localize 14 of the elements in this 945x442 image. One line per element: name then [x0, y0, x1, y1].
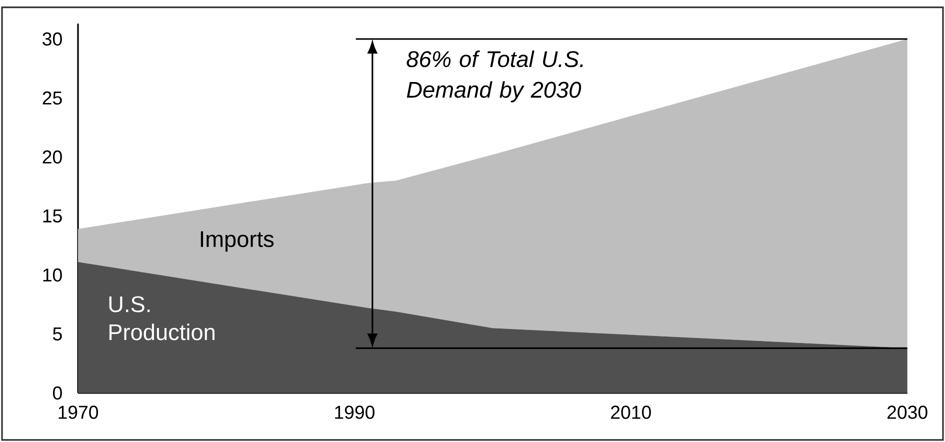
- x-tick-label: 2030: [887, 406, 928, 419]
- x-tick-label: 2010: [611, 406, 651, 419]
- y-tick-label: 20: [42, 150, 62, 164]
- series-label: Imports: [200, 231, 274, 252]
- y-tick-label: 10: [43, 268, 62, 282]
- y-tick-label: 5: [53, 327, 62, 341]
- annotation: 86% of Total U.S. Demand by 2030: [406, 50, 583, 102]
- y-tick-label: 0: [52, 386, 62, 400]
- x-tick-label: 1990: [335, 406, 374, 419]
- x-tick-label: 1970: [58, 406, 98, 419]
- series-label: U.S. Production: [109, 296, 214, 340]
- y-tick-label: 25: [42, 91, 62, 105]
- y-tick-label: 30: [42, 32, 62, 46]
- y-tick-label: 15: [43, 209, 62, 223]
